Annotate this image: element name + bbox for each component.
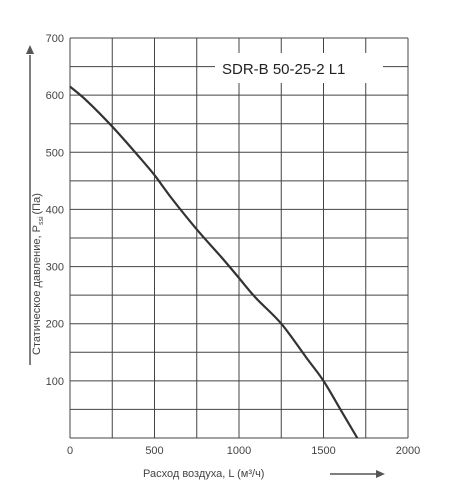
y-tick-label: 600 [46, 90, 64, 102]
x-axis-label-group: Расход воздуха, L (м³/ч) [143, 468, 385, 480]
y-tick-label: 200 [46, 319, 64, 331]
x-axis-arrow-head [376, 470, 385, 478]
x-axis-label: Расход воздуха, L (м³/ч) [143, 468, 264, 480]
y-axis-label-group: Статическое давление, Pssi (Па) [26, 45, 45, 365]
title-box: SDR-B 50-25-2 L1 [215, 53, 383, 83]
y-axis-label-main: Статическое давление, P [31, 225, 43, 355]
y-tick-label: 300 [46, 262, 64, 274]
x-tick-label: 0 [67, 445, 73, 457]
x-tick-label: 500 [145, 445, 163, 457]
grid [69, 37, 409, 439]
title-background [215, 53, 383, 83]
x-tick-label: 1000 [227, 445, 251, 457]
x-tick-labels: 0 500 1000 1500 2000 [67, 445, 420, 457]
chart-title: SDR-B 50-25-2 L1 [222, 61, 345, 78]
x-tick-label: 2000 [396, 445, 420, 457]
y-tick-labels: 100 200 300 400 500 600 700 [46, 33, 64, 388]
y-tick-label: 500 [46, 147, 64, 159]
y-axis-arrow-head [26, 45, 34, 54]
y-tick-label: 100 [46, 376, 64, 388]
y-tick-label: 400 [46, 204, 64, 216]
performance-curve [69, 85, 359, 439]
y-axis-label: Статическое давление, Pssi (Па) [31, 193, 45, 355]
x-tick-label: 1500 [311, 445, 335, 457]
performance-curve-layer [69, 85, 359, 439]
y-tick-label: 700 [46, 33, 64, 45]
y-axis-label-subscript: ssi [38, 216, 45, 225]
y-axis-label-unit: (Па) [31, 193, 43, 214]
